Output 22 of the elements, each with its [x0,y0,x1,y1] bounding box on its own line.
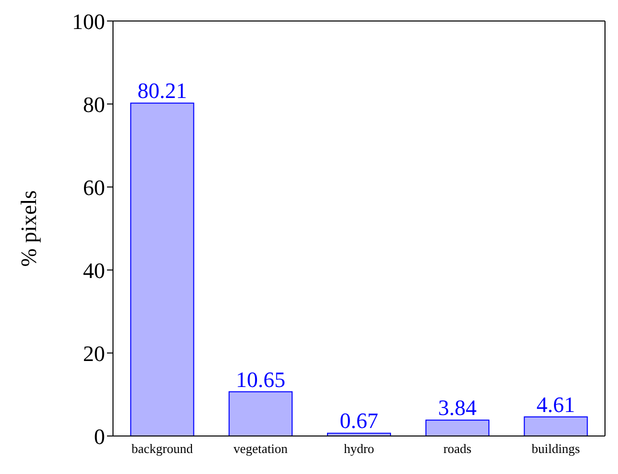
bar [425,420,490,436]
bar [228,391,293,436]
data-label: 3.84 [438,395,477,420]
y-axis-title: % pixels [16,190,41,267]
x-tick-label: vegetation [234,441,288,456]
y-tick-label: 60 [83,174,105,200]
data-label: 10.65 [236,366,286,392]
x-tick-label: roads [443,441,472,456]
bar [524,416,588,436]
y-tick-label: 100 [72,8,105,34]
data-label: 0.67 [340,408,378,434]
y-tick-label: 80 [83,92,105,117]
y-tick-label: 0 [94,424,105,449]
x-tick-label: background [132,441,194,456]
x-tick-label: hydro [344,441,374,456]
data-label: 4.61 [536,392,576,417]
bar [327,432,392,436]
x-tick-label: buildings [532,441,580,456]
y-tick-label: 40 [83,258,105,283]
y-tick-label: 20 [83,340,105,366]
bar [130,102,194,436]
data-label: 80.21 [137,78,187,104]
